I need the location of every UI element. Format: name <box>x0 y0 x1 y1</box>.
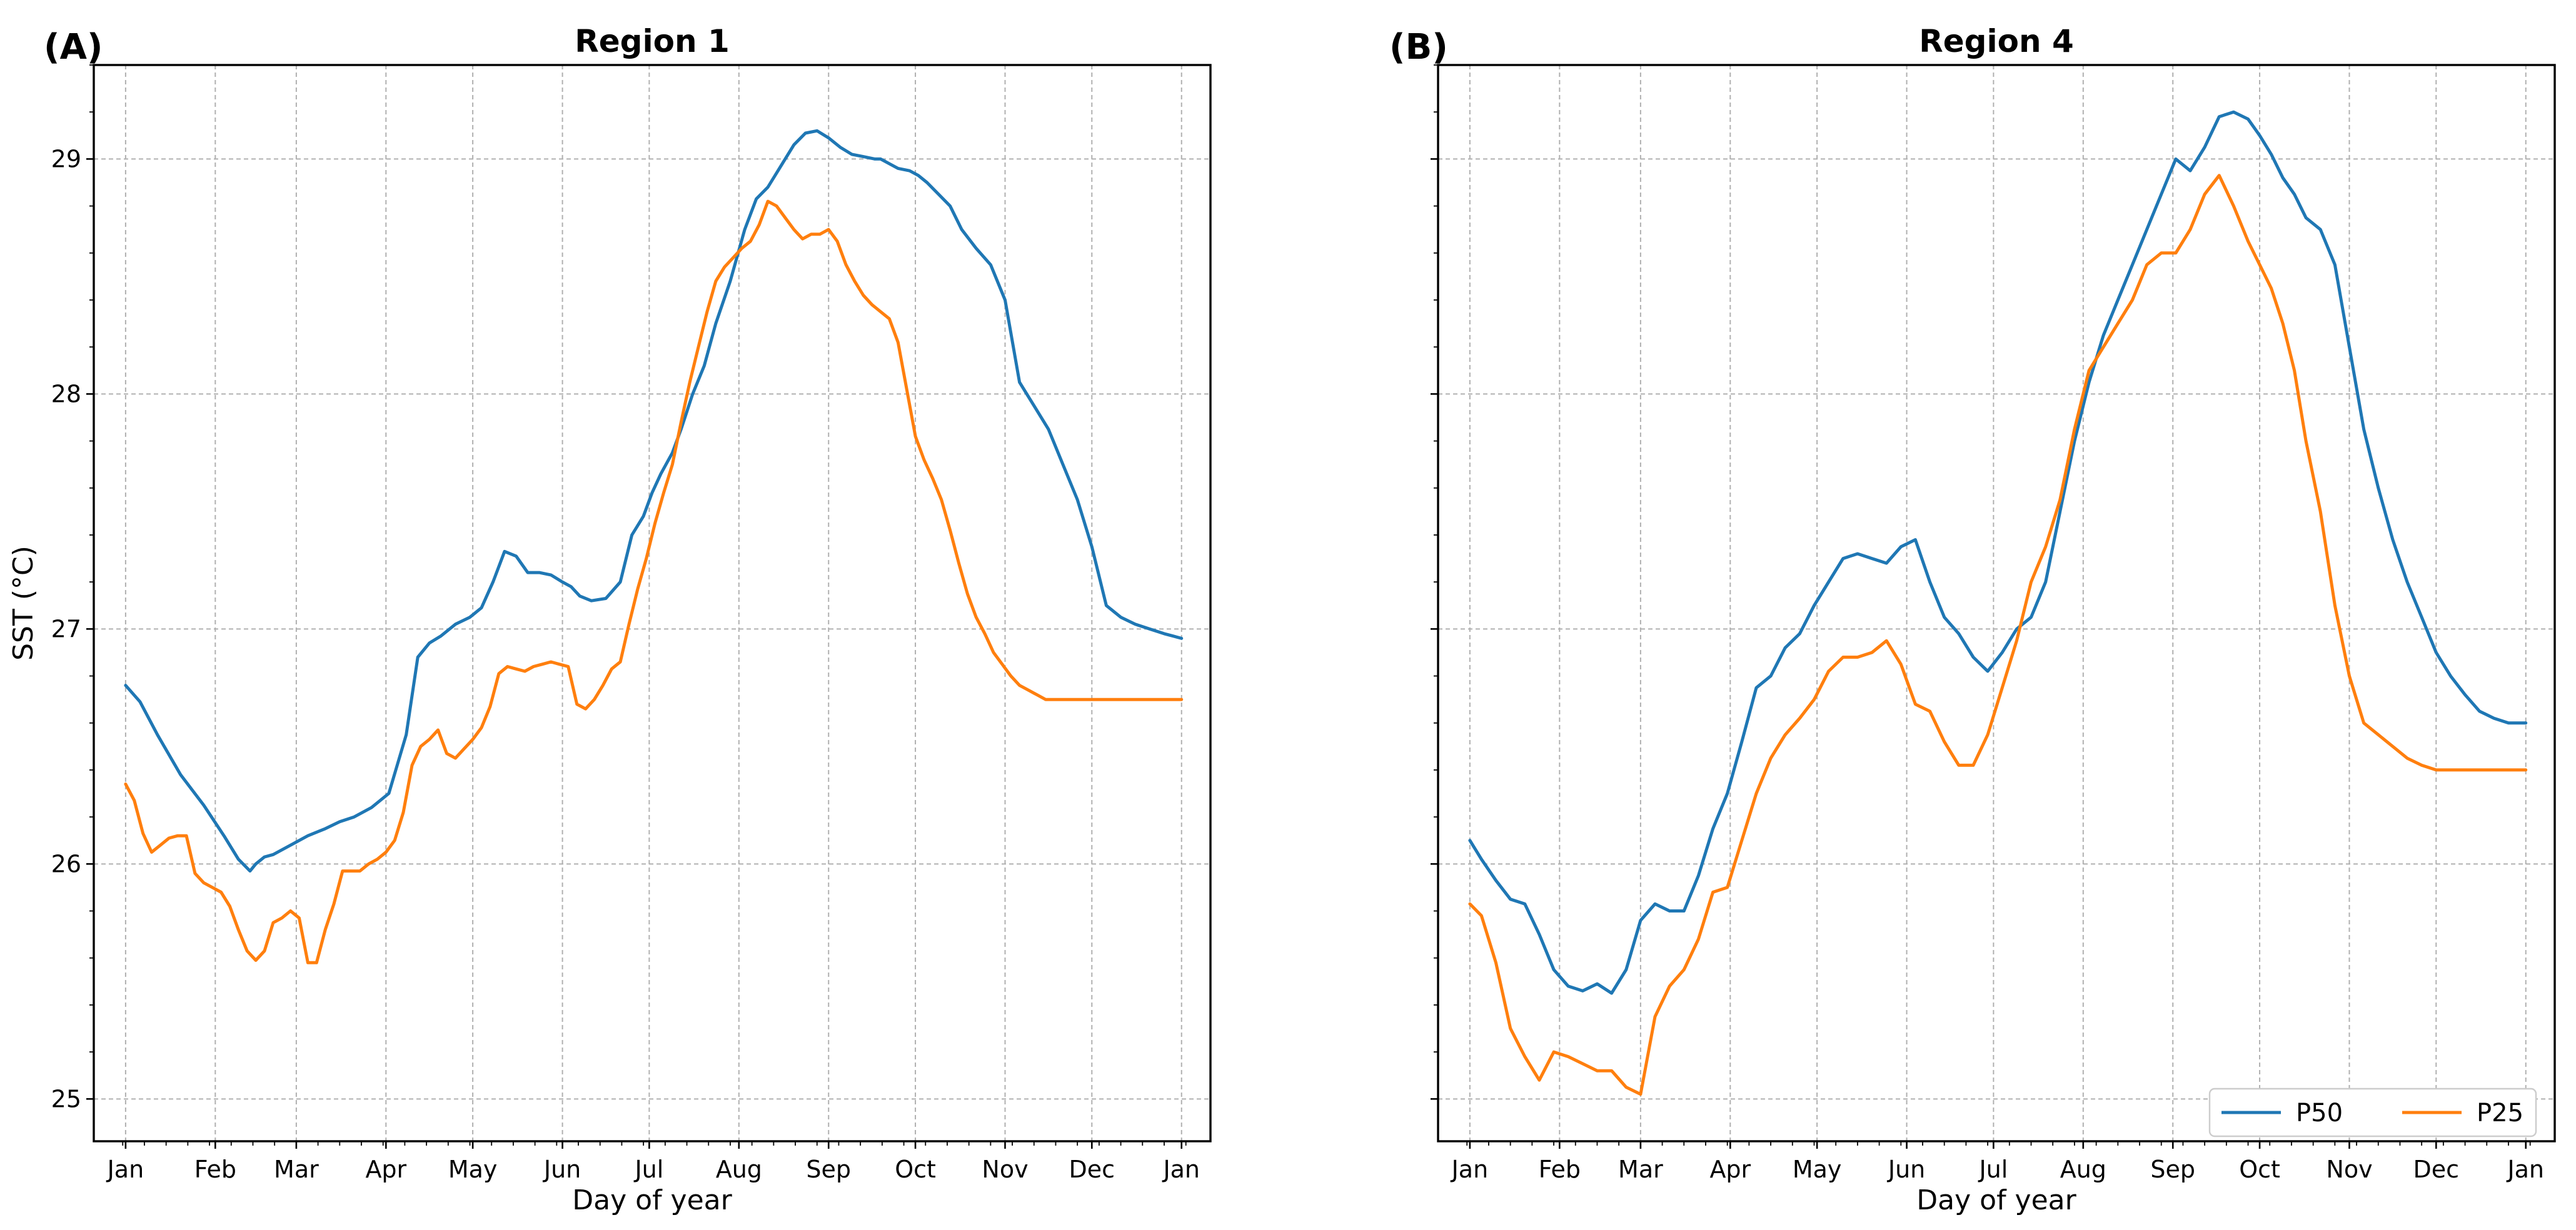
x-tick-label: Feb <box>194 1156 236 1183</box>
x-tick-label: Sep <box>806 1156 851 1183</box>
legend-label-p25: P25 <box>2477 1099 2523 1128</box>
x-tick-label: Dec <box>2413 1156 2460 1183</box>
x-tick-label: Jan <box>1162 1156 1200 1183</box>
panel-label: (B) <box>1389 27 1448 68</box>
series-line-p25 <box>124 199 1184 964</box>
x-tick-label: Apr <box>1709 1156 1751 1183</box>
x-tick-label: May <box>1793 1156 1842 1183</box>
x-tick-label: Feb <box>1539 1156 1581 1183</box>
series-line-p50 <box>1468 110 2528 995</box>
x-tick-label: Jun <box>543 1156 581 1183</box>
panel-region-4: (B) Region 4 Jan Feb Mar Apr May Jun Jul Aug Sep… <box>1389 23 2556 1216</box>
x-tick-label: Jan <box>106 1156 144 1183</box>
y-tick-label: 29 <box>51 145 81 172</box>
plot-frame <box>93 64 1212 1142</box>
x-tick-label: Nov <box>2326 1156 2372 1183</box>
x-tick-label: Oct <box>895 1156 936 1183</box>
legend: P50 P25 <box>2208 1088 2537 1138</box>
panel-region-1: (A) Region 1 25 26 27 28 29 Jan Feb Mar Apr May Ju… <box>8 23 1212 1216</box>
x-tick-label: Dec <box>1069 1156 1115 1183</box>
x-tick-label: Sep <box>2150 1156 2195 1183</box>
y-tick-label: 28 <box>51 380 81 408</box>
legend-box <box>2208 1088 2537 1138</box>
series-line-p25 <box>1468 174 2528 1096</box>
x-tick-label: Aug <box>716 1156 762 1183</box>
x-tick-label: Jan <box>1451 1156 1489 1183</box>
plot-frame <box>1437 64 2556 1142</box>
x-tick-label: Jun <box>1887 1156 1925 1183</box>
x-tick-label: Aug <box>2060 1156 2106 1183</box>
y-tick-label: 25 <box>51 1085 81 1112</box>
y-tick-label: 27 <box>51 615 81 642</box>
y-tick-label: 26 <box>51 850 81 878</box>
x-tick-label: Jul <box>633 1156 663 1183</box>
x-tick-label: Nov <box>982 1156 1028 1183</box>
x-tick-label: Oct <box>2239 1156 2280 1183</box>
x-tick-label: Mar <box>274 1156 319 1183</box>
x-axis-label: Day of year <box>572 1184 732 1216</box>
panel-label: (A) <box>44 27 103 68</box>
legend-label-p50: P50 <box>2296 1099 2343 1128</box>
y-axis-label: SST (°C) <box>8 546 39 661</box>
x-tick-label: Jan <box>2506 1156 2544 1183</box>
x-tick-label: Apr <box>365 1156 406 1183</box>
series-line-p50 <box>124 129 1184 873</box>
x-tick-label: May <box>448 1156 498 1183</box>
chart-title: Region 1 <box>575 23 730 59</box>
x-tick-label: Jul <box>1978 1156 2008 1183</box>
x-axis-label: Day of year <box>1916 1184 2076 1216</box>
x-tick-label: Mar <box>1618 1156 1663 1183</box>
chart-title: Region 4 <box>1919 23 2074 59</box>
